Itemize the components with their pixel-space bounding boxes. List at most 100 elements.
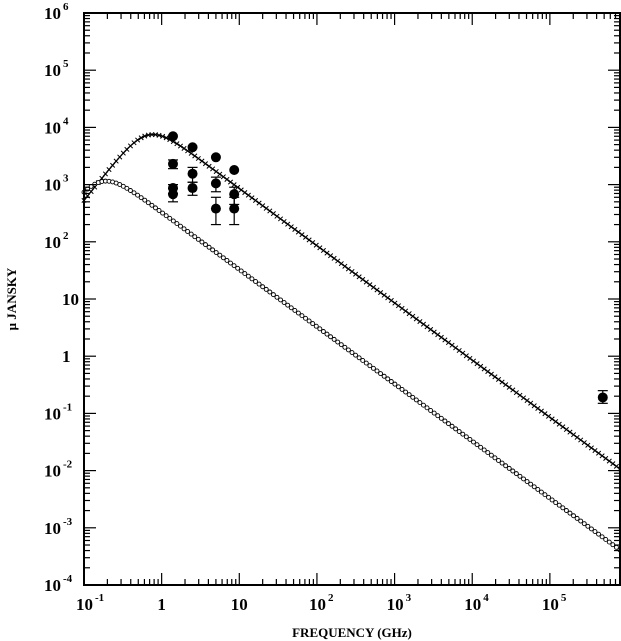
data-point-marker <box>229 203 240 214</box>
model-marker-circle <box>478 444 484 450</box>
model-marker-circle <box>431 410 437 416</box>
model-marker-circle <box>378 371 384 377</box>
model-marker-cross <box>138 135 144 141</box>
model-marker-cross <box>331 255 337 261</box>
model-marker-cross <box>270 211 276 217</box>
model-marker-cross <box>481 366 487 372</box>
x-tick-label: 10 4 <box>464 592 489 614</box>
y-tick-label: 10 4 <box>44 115 69 137</box>
tick-base: 10 <box>231 595 248 614</box>
model-marker-cross <box>453 345 459 351</box>
model-marker-circle <box>313 323 319 329</box>
model-marker-cross <box>249 195 255 201</box>
model-marker-cross <box>324 250 330 256</box>
model-marker-cross <box>285 221 291 227</box>
model-marker-circle <box>345 347 351 353</box>
data-point-marker <box>167 189 178 200</box>
data-point-marker <box>167 158 178 169</box>
model-marker-cross <box>585 442 591 448</box>
model-marker-circle <box>510 468 516 474</box>
model-marker-circle <box>188 231 194 237</box>
model-marker-cross <box>560 424 566 430</box>
model-marker-circle <box>317 326 323 332</box>
model-marker-circle <box>546 494 551 500</box>
model-marker-circle <box>278 297 283 303</box>
model-marker-circle <box>228 260 233 266</box>
data-point <box>229 164 240 175</box>
data-point-marker <box>229 164 240 175</box>
model-marker-circle <box>374 368 380 374</box>
model-marker-circle <box>592 529 598 534</box>
model-marker-circle <box>410 394 416 400</box>
model-marker-cross <box>499 379 505 385</box>
model-marker-circle <box>574 515 580 521</box>
model-marker-cross <box>570 432 577 438</box>
model-marker-circle <box>167 215 173 221</box>
model-marker-cross <box>306 237 312 243</box>
model-marker-circle <box>328 334 334 340</box>
model-marker-circle <box>238 268 244 274</box>
model-curve-circle-open <box>81 178 621 553</box>
data-point-marker <box>210 178 221 189</box>
tick-base: 10 <box>309 595 326 614</box>
model-marker-cross <box>263 205 269 211</box>
data-point <box>167 188 178 203</box>
model-marker-circle <box>163 213 169 219</box>
x-tick-label: 10 5 <box>542 592 567 614</box>
model-marker-circle <box>524 479 530 484</box>
model-marker-circle <box>474 442 480 448</box>
model-marker-circle <box>421 402 426 408</box>
model-marker-cross <box>485 369 491 375</box>
model-marker-cross <box>245 192 251 198</box>
model-marker-cross <box>438 334 444 340</box>
model-marker-cross <box>578 437 584 443</box>
model-marker-circle <box>342 344 348 350</box>
x-tick-label: 10 3 <box>387 592 412 614</box>
model-marker-circle <box>399 386 405 392</box>
model-marker-circle <box>446 421 451 427</box>
model-marker-cross <box>510 387 516 393</box>
model-marker-circle <box>503 463 509 469</box>
model-marker-cross <box>460 350 466 356</box>
data-point <box>210 196 221 226</box>
model-marker-circle <box>170 218 176 224</box>
model-marker-circle <box>567 510 573 516</box>
model-marker-cross <box>449 342 455 348</box>
model-marker-circle <box>245 273 251 279</box>
data-point-marker <box>597 392 608 403</box>
model-marker-circle <box>603 536 609 542</box>
model-marker-circle <box>467 436 473 442</box>
model-marker-circle <box>463 434 469 440</box>
model-marker-circle <box>160 210 166 216</box>
model-marker-circle <box>428 408 434 413</box>
model-marker-circle <box>396 384 401 390</box>
model-marker-circle <box>517 473 523 479</box>
model-marker-cross <box>217 171 223 177</box>
model-marker-circle <box>303 315 308 321</box>
model-marker-cross <box>353 271 359 277</box>
model-marker-cross <box>538 408 544 414</box>
model-marker-cross <box>467 355 473 361</box>
model-marker-circle <box>224 257 230 263</box>
model-marker-cross <box>224 176 230 182</box>
model-marker-circle <box>496 458 501 463</box>
y-tick-label: 1 <box>62 347 71 366</box>
model-marker-circle <box>521 476 526 482</box>
y-tick-label: 10 <box>62 290 79 309</box>
model-marker-cross <box>142 133 148 139</box>
model-marker-circle <box>149 202 155 208</box>
model-marker-cross <box>374 287 380 293</box>
model-marker-circle <box>306 318 312 324</box>
model-marker-cross <box>113 158 119 164</box>
model-marker-circle <box>331 336 337 342</box>
model-marker-cross <box>231 182 237 188</box>
model-marker-circle <box>235 265 241 271</box>
model-marker-cross <box>238 187 244 193</box>
model-marker-circle <box>242 271 248 277</box>
model-marker-cross <box>588 445 594 451</box>
model-marker-circle <box>195 236 201 242</box>
model-marker-cross <box>574 434 580 440</box>
model-marker-cross <box>506 384 512 390</box>
model-marker-circle <box>145 200 151 206</box>
model-marker-cross <box>592 447 598 454</box>
